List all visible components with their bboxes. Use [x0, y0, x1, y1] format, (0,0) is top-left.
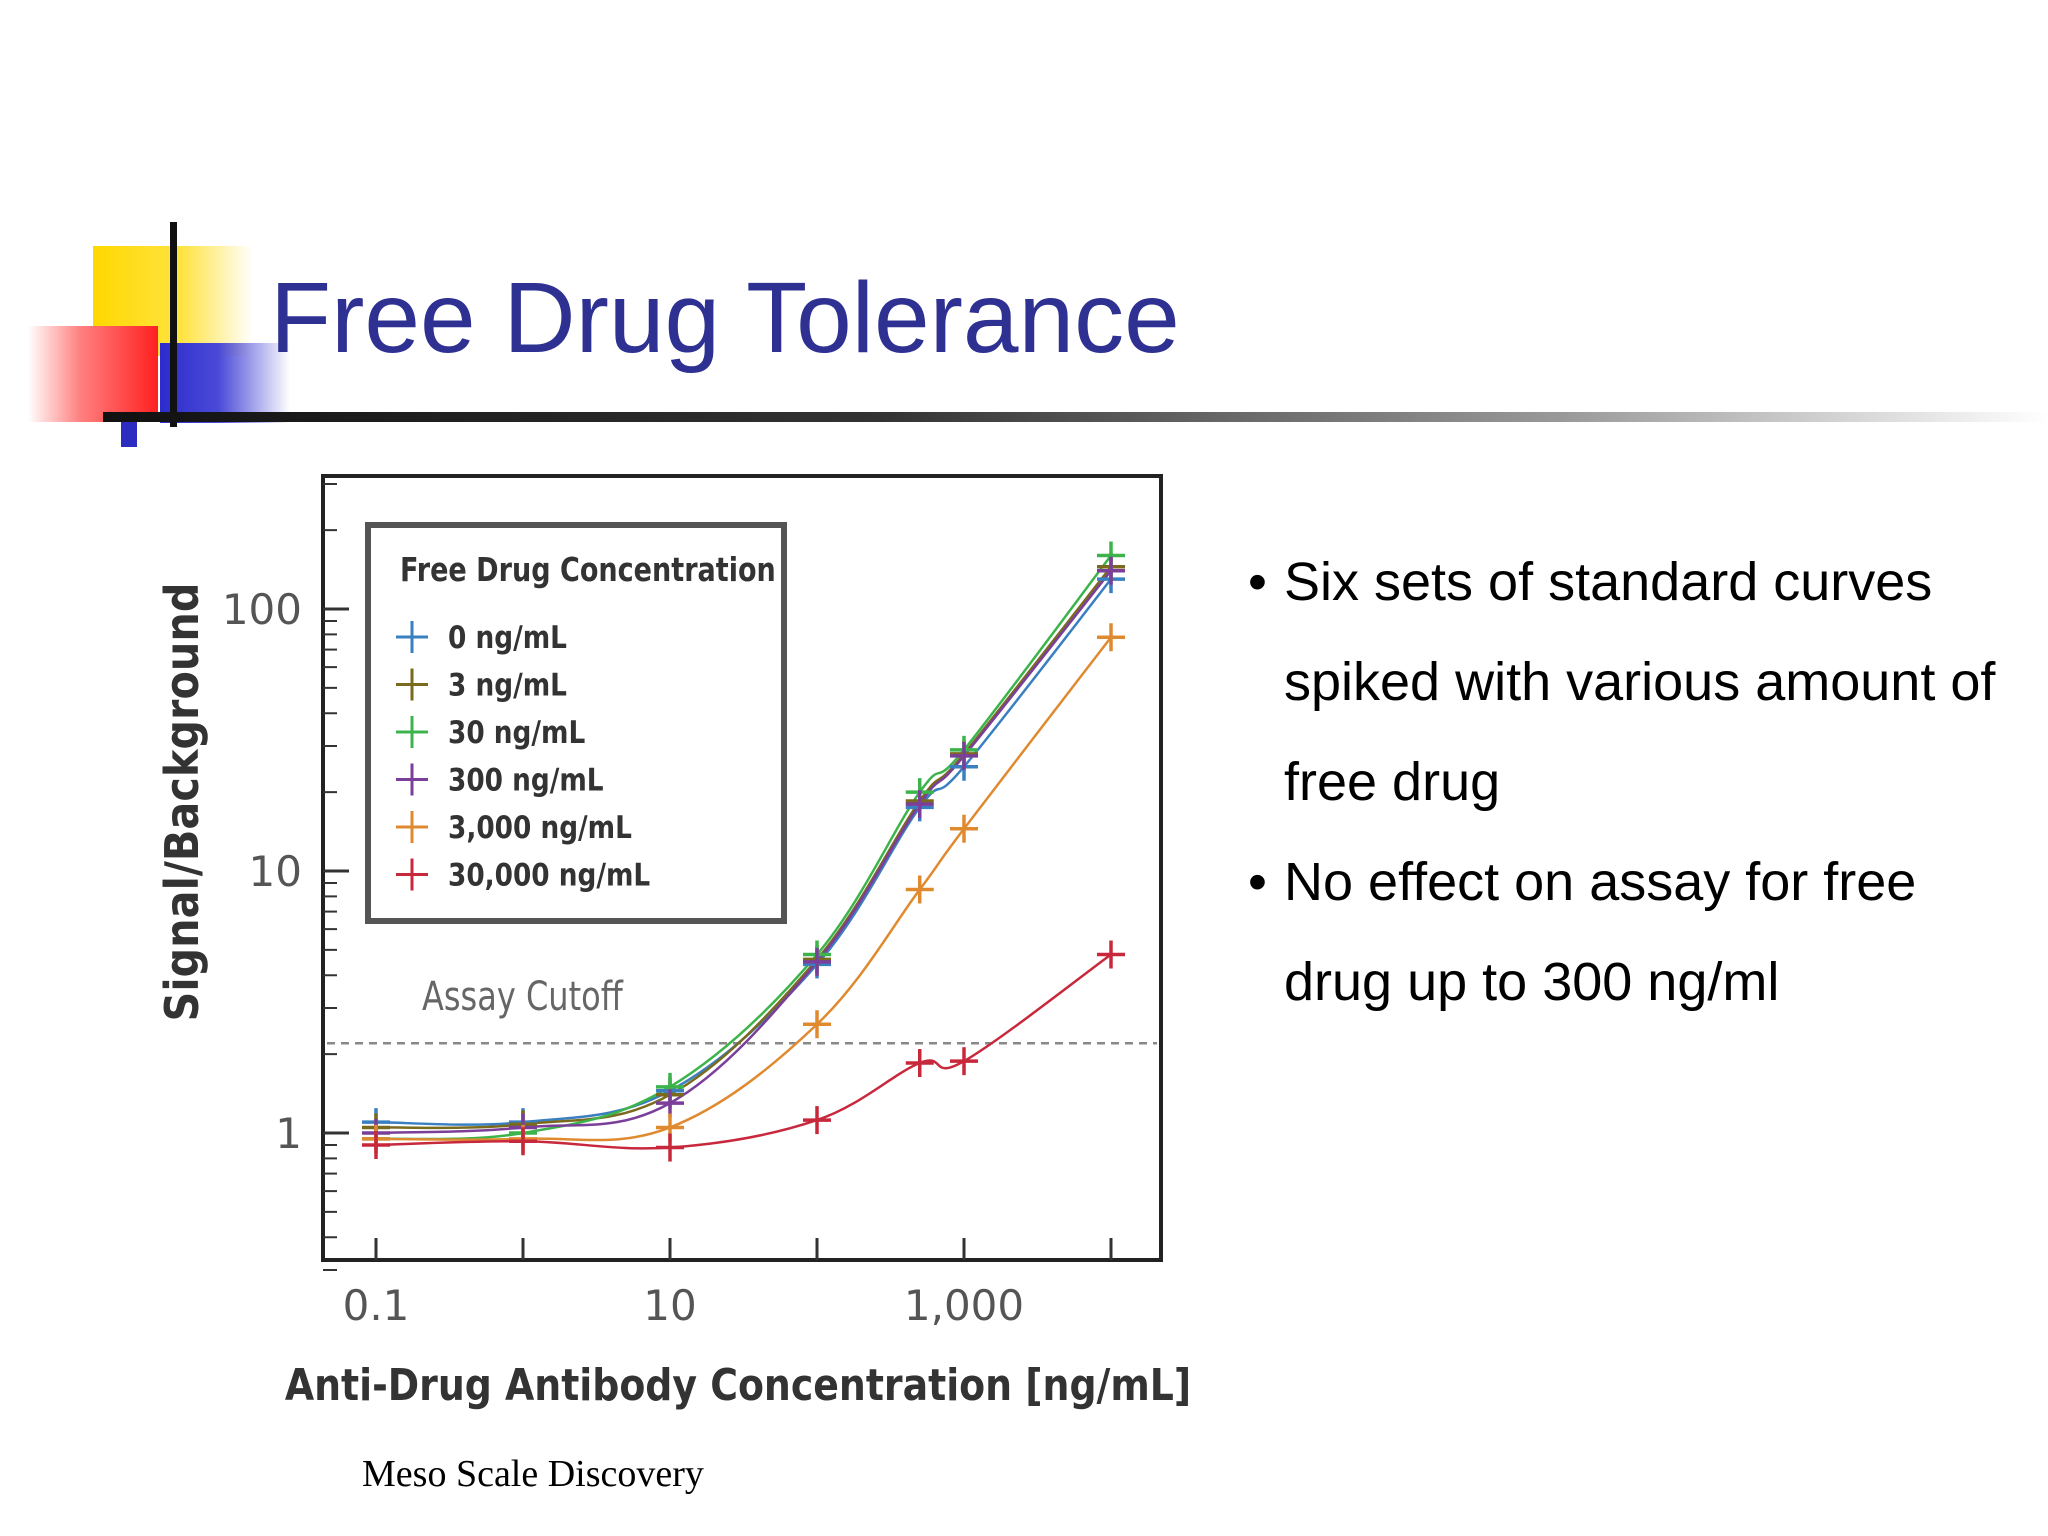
data-point — [1097, 940, 1125, 969]
x-tick-label: 1,000 — [904, 1281, 1024, 1330]
decor-vertical-rule — [170, 222, 177, 427]
legend-label: 3 ng/mL — [448, 666, 567, 703]
x-tick-label: 0.1 — [343, 1281, 410, 1330]
y-tick-label: 100 — [222, 585, 302, 634]
legend-box — [365, 522, 787, 924]
decor-horizontal-rule — [103, 412, 2048, 422]
assay-cutoff-label: Assay Cutoff — [422, 972, 624, 1019]
y-tick-label: 10 — [249, 847, 302, 896]
y-tick-label: 1 — [275, 1109, 302, 1158]
legend-item: 30 ng/mL — [396, 714, 585, 751]
legend-item: 3,000 ng/mL — [396, 809, 632, 846]
bullet-dot: • — [1248, 552, 1267, 612]
axis-ticks — [323, 482, 1113, 1271]
data-point — [950, 1047, 978, 1076]
legend-label: 30,000 ng/mL — [448, 856, 650, 893]
legend-title: Free Drug Concentration — [400, 551, 776, 589]
legend-label: 30 ng/mL — [448, 714, 585, 751]
decor-red-block — [28, 326, 158, 422]
data-point — [950, 814, 978, 843]
source-credit: Meso Scale Discovery — [362, 1453, 704, 1495]
data-markers — [362, 541, 1125, 1162]
legend: Free Drug Concentration 0 ng/mL 3 ng/mL 30 … — [365, 522, 787, 924]
data-point — [905, 1049, 934, 1078]
data-point — [905, 790, 934, 819]
data-point — [509, 1127, 537, 1156]
decor-blue-block — [160, 343, 290, 423]
bullet-item: • Six sets of standard curves spiked wit… — [1248, 532, 2008, 832]
data-point — [803, 1106, 831, 1135]
data-point — [656, 1133, 684, 1162]
decor-blue-tab — [121, 415, 137, 447]
data-point — [1097, 556, 1125, 585]
legend-label: 300 ng/mL — [448, 761, 604, 798]
x-tick-label: 10 — [643, 1281, 696, 1330]
bullet-list: • Six sets of standard curves spiked wit… — [1248, 532, 2008, 1032]
x-axis-label: Anti-Drug Antibody Concentration [ng/mL] — [285, 1359, 1191, 1410]
bullet-text: No effect on assay for free drug up to 3… — [1284, 852, 1917, 1012]
bullet-item: • No effect on assay for free drug up to… — [1248, 832, 2008, 1032]
legend-item: 3 ng/mL — [396, 666, 567, 703]
slide-title: Free Drug Tolerance — [270, 262, 1180, 374]
data-point — [803, 947, 831, 976]
legend-label: 3,000 ng/mL — [448, 809, 632, 846]
data-point — [1097, 623, 1125, 652]
data-point — [905, 875, 934, 904]
chart: 0.1 10 1,000 1 10 100 Assay Cutoff Free Drug … — [156, 474, 1191, 1411]
bullet-text: Six sets of standard curves spiked with … — [1284, 552, 1996, 812]
legend-item: 30,000 ng/mL — [396, 856, 650, 893]
tick-labels: 0.1 10 1,000 1 10 100 — [222, 585, 1024, 1330]
legend-item: 300 ng/mL — [396, 761, 604, 798]
data-point — [656, 1089, 684, 1118]
data-point — [803, 1010, 831, 1039]
assay-cutoff: Assay Cutoff — [327, 972, 1157, 1045]
legend-item: 0 ng/mL — [396, 619, 567, 656]
data-point — [362, 1130, 390, 1159]
bullet-dot: • — [1248, 852, 1267, 912]
y-axis-label: Signal/Background — [156, 583, 210, 1022]
legend-label: 0 ng/mL — [448, 619, 567, 656]
data-point — [950, 741, 978, 770]
